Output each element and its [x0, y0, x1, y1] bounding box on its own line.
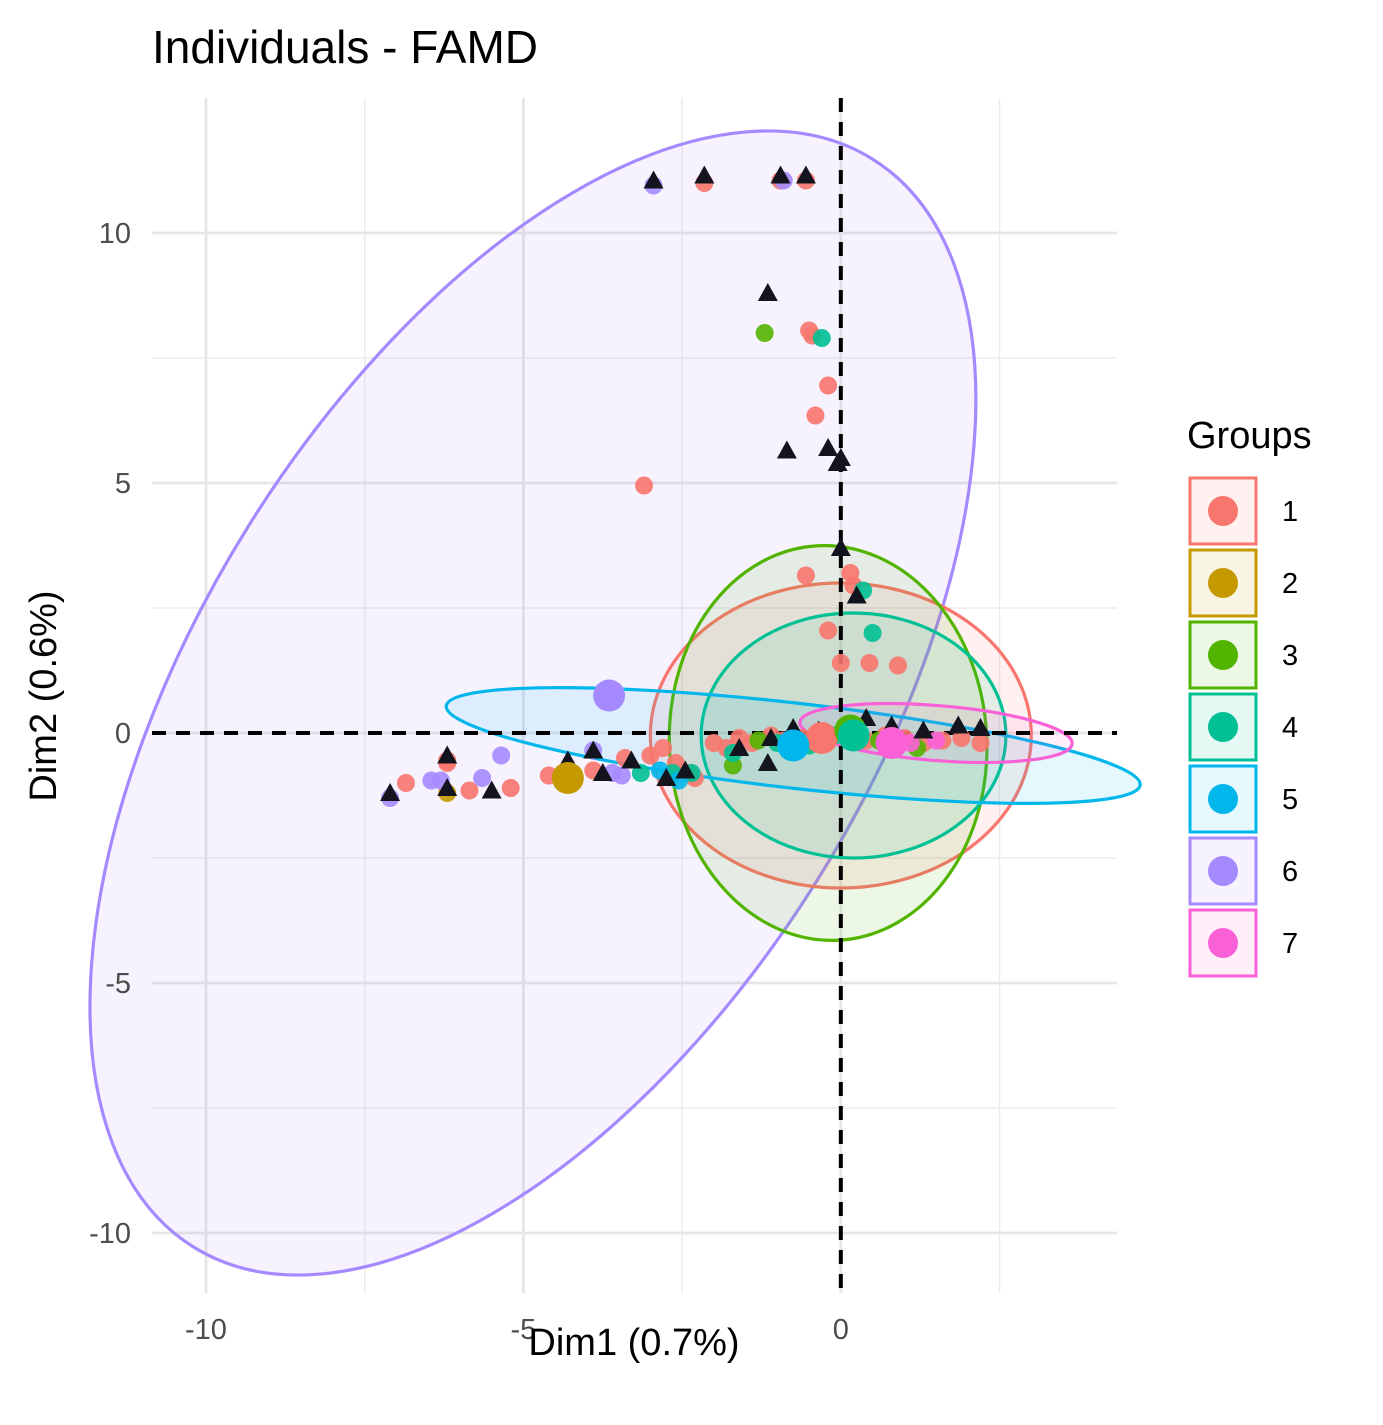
- x-tick-label: -10: [185, 1314, 227, 1346]
- point-group-1: [889, 657, 907, 675]
- legend-label: 3: [1282, 640, 1298, 672]
- legend-label: 5: [1282, 784, 1298, 816]
- chart-title: Individuals - FAMD: [152, 21, 538, 73]
- point-group-1: [397, 774, 415, 792]
- point-group-1: [806, 407, 824, 425]
- point-group-1: [819, 377, 837, 395]
- centroid-group-7: [876, 727, 908, 759]
- point-group-6: [613, 767, 631, 785]
- legend-key-dot: [1208, 640, 1238, 670]
- legend: Groups 1 2 3 4 5 6 7: [1187, 415, 1312, 976]
- x-axis-title: Dim1 (0.7%): [528, 1322, 739, 1364]
- y-tick-label: 10: [99, 218, 131, 250]
- legend-item-7: 7: [1190, 910, 1298, 976]
- legend-item-3: 3: [1190, 622, 1298, 688]
- legend-label: 2: [1282, 568, 1298, 600]
- legend-label: 7: [1282, 928, 1298, 960]
- x-tick-label: 0: [833, 1314, 849, 1346]
- y-tick-label: -5: [105, 968, 131, 1000]
- point-group-4: [864, 624, 882, 642]
- centroid-group-2: [552, 762, 584, 794]
- legend-label: 4: [1282, 712, 1298, 744]
- point-group-1: [797, 567, 815, 585]
- point-group-4: [813, 329, 831, 347]
- point-group-1: [972, 734, 990, 752]
- legend-item-1: 1: [1190, 478, 1298, 544]
- legend-key-dot: [1208, 712, 1238, 742]
- point-group-1: [819, 622, 837, 640]
- point-group-1: [635, 477, 653, 495]
- x-axis-tick-labels: -10 -5 0: [185, 1314, 849, 1346]
- point-group-6: [473, 769, 491, 787]
- y-tick-label: -10: [89, 1218, 131, 1250]
- confidence-ellipses: [0, 0, 1157, 1424]
- point-group-1: [860, 654, 878, 672]
- legend-key-dot: [1208, 928, 1238, 958]
- legend-key-dot: [1208, 784, 1238, 814]
- point-group-3: [756, 324, 774, 342]
- centroid-group-4: [838, 720, 870, 752]
- point-group-1: [502, 779, 520, 797]
- point-group-1: [654, 739, 672, 757]
- legend-title: Groups: [1187, 415, 1312, 457]
- point-group-1: [832, 654, 850, 672]
- y-tick-label: 5: [115, 468, 131, 500]
- centroid-group-1: [806, 722, 838, 754]
- legend-item-2: 2: [1190, 550, 1298, 616]
- legend-item-6: 6: [1190, 838, 1298, 904]
- legend-item-5: 5: [1190, 766, 1298, 832]
- legend-label: 6: [1282, 856, 1298, 888]
- legend-key-dot: [1208, 856, 1238, 886]
- legend-item-4: 4: [1190, 694, 1298, 760]
- legend-key-dot: [1208, 568, 1238, 598]
- point-group-6: [492, 747, 510, 765]
- y-tick-label: 0: [115, 718, 131, 750]
- legend-key-dot: [1208, 496, 1238, 526]
- centroid-group-6: [593, 680, 625, 712]
- centroid-group-5: [777, 730, 809, 762]
- legend-label: 1: [1282, 496, 1298, 528]
- y-axis-title: Dim2 (0.6%): [23, 590, 65, 801]
